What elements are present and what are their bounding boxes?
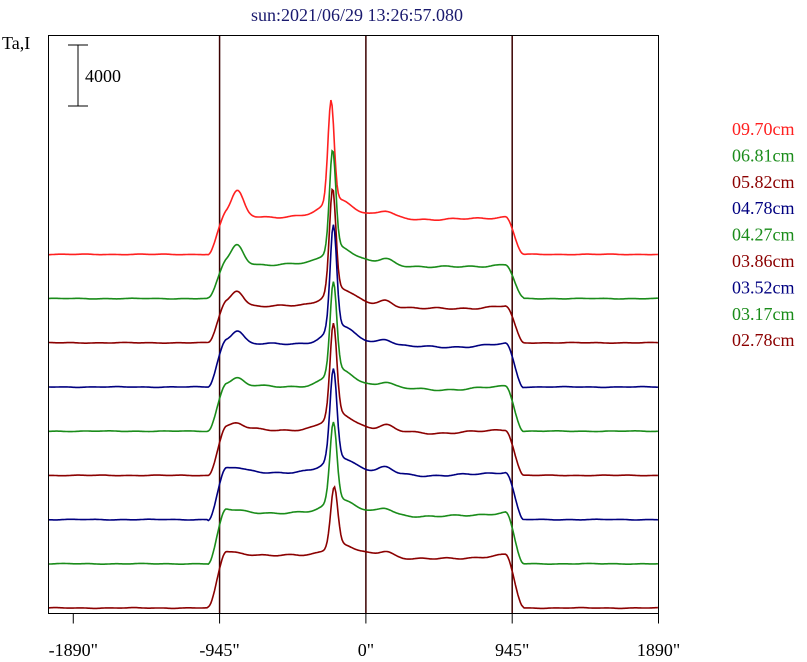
- series-line: [48, 149, 658, 300]
- legend-entry: 03.52cm: [732, 277, 795, 297]
- series-line: [48, 99, 658, 256]
- legend-entry: 05.82cm: [732, 172, 795, 192]
- x-tick-label: 0": [358, 640, 374, 660]
- series-line: [48, 323, 658, 477]
- x-tick-label: -1890": [49, 640, 98, 660]
- legend-entry: 03.17cm: [732, 304, 795, 324]
- legend-entry: 04.78cm: [732, 198, 795, 218]
- series-line: [48, 224, 658, 389]
- legend: 09.70cm 06.81cm 05.82cm 04.78cm 04.27cm 03.86…: [732, 119, 795, 350]
- legend-entry: 03.86cm: [732, 251, 795, 271]
- series-line: [48, 281, 658, 433]
- scale-bar: 4000: [68, 44, 121, 107]
- guide-lines: [218, 35, 513, 614]
- series-line: [48, 485, 658, 610]
- x-ticks: -1890" -945" 0" 945" 1890": [49, 613, 680, 660]
- legend-entry: 09.70cm: [732, 119, 795, 139]
- series-line: [48, 187, 658, 344]
- legend-entry: 06.81cm: [732, 145, 795, 165]
- series-line: [48, 421, 658, 565]
- series-line: [48, 368, 658, 522]
- x-tick-label: 1890": [637, 640, 680, 660]
- x-tick-label: -945": [199, 640, 239, 660]
- y-axis-label: Ta,I: [2, 33, 30, 53]
- legend-entry: 04.27cm: [732, 225, 795, 245]
- legend-entry: 02.78cm: [732, 330, 795, 350]
- x-tick-label: 945": [495, 640, 529, 660]
- series-layer: [48, 99, 658, 610]
- scale-bar-label: 4000: [85, 66, 121, 86]
- plot-frame: [48, 35, 659, 614]
- chart-title: sun:2021/06/29 13:26:57.080: [251, 5, 463, 25]
